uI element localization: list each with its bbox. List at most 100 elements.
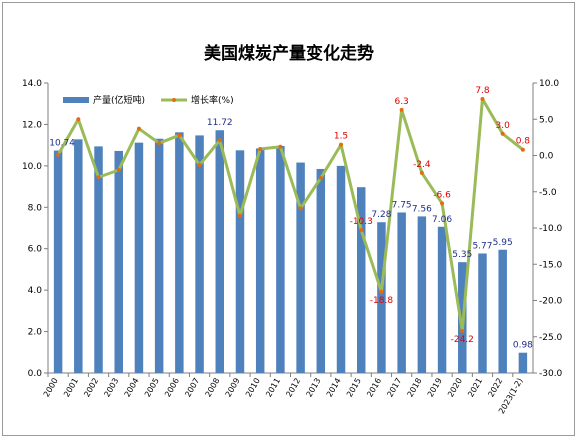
bar: [377, 222, 386, 373]
bar-data-label: 7.28: [371, 210, 391, 220]
bar-data-label: 10.74: [49, 139, 75, 149]
bar-data-label: 0.98: [513, 341, 533, 351]
left-tick-label: 12.0: [22, 120, 42, 130]
bar: [235, 150, 245, 373]
x-tick-label: 2011: [264, 377, 282, 399]
line-point: [76, 117, 81, 122]
line-point: [419, 170, 424, 175]
bar-data-label: 7.56: [412, 204, 432, 214]
x-tick-label: 2005: [143, 377, 161, 399]
x-tick-label: 2016: [365, 377, 383, 399]
bar: [417, 216, 427, 373]
bar: [316, 168, 326, 373]
line-data-label: 0.8: [516, 137, 531, 147]
legend-bar-label: 产量(亿短吨): [93, 94, 145, 106]
legend-line-marker: [172, 98, 176, 102]
bar-data-label: 7.75: [392, 200, 412, 210]
right-tick-label: 5.0: [539, 115, 554, 125]
line-point: [217, 138, 222, 143]
x-tick-label: 2003: [102, 377, 120, 399]
bar: [215, 130, 225, 373]
x-tick-label: 2013: [305, 377, 323, 399]
x-tick-label: 2001: [62, 377, 80, 399]
line-series: [56, 96, 525, 333]
bar: [195, 135, 204, 373]
bar-data-label: 5.95: [493, 238, 513, 248]
line-data-label: 3.0: [496, 121, 511, 131]
line-point: [339, 142, 344, 147]
bar-data-label: 11.72: [207, 118, 233, 128]
right-tick-label: -30.0: [539, 369, 563, 379]
data-labels: 10.74 11.72 7.287.75 7.567.06 5.355.77 5.95 0.…: [49, 86, 533, 351]
line-point: [157, 141, 162, 146]
line-data-label: -18.8: [370, 296, 394, 306]
left-tick-label: 0.0: [28, 369, 43, 379]
left-tick-label: 14.0: [22, 79, 42, 89]
x-tick-label: 2010: [244, 377, 262, 399]
line-point: [56, 152, 61, 157]
bar: [74, 139, 83, 373]
bar: [437, 226, 447, 373]
chart-title: 美国煤炭产量变化走势: [204, 43, 374, 64]
line-point: [318, 175, 323, 180]
x-tick-label: 2008: [204, 377, 222, 399]
bar: [518, 352, 528, 373]
x-tick-label: 2019: [426, 377, 444, 399]
right-tick-label: -5.0: [539, 188, 557, 198]
line-point: [278, 144, 283, 149]
x-tick-label: 2012: [284, 377, 302, 399]
x-tick-label: 2004: [123, 377, 141, 399]
x-tick-label: 2022: [486, 377, 504, 399]
x-tick-label: 2006: [163, 377, 181, 399]
bar-series: [53, 130, 528, 373]
legend-bar-swatch: [63, 97, 89, 103]
growth-line: [56, 97, 524, 333]
line-data-label: 7.8: [475, 86, 490, 96]
x-tick-label: 2002: [82, 377, 100, 399]
bar: [114, 150, 123, 373]
bar: [255, 148, 265, 373]
x-tick-label: 2009: [224, 377, 242, 399]
bar: [94, 146, 103, 373]
x-tick-label: 2000: [42, 377, 60, 399]
legend: 产量(亿短吨) 增长率(%): [63, 94, 234, 106]
line-data-label: -10.3: [350, 217, 373, 227]
line-point: [520, 147, 525, 152]
x-tick-label: 2014: [325, 377, 343, 399]
bar: [356, 187, 366, 373]
x-tick-label: 2021: [466, 377, 484, 399]
line-point: [116, 168, 121, 172]
left-tick-label: 4.0: [28, 286, 43, 296]
line-point: [136, 126, 141, 131]
line-point: [460, 328, 465, 333]
left-tick-label: 6.0: [28, 245, 43, 255]
line-data-label: -2.4: [413, 160, 431, 170]
left-tick-label: 8.0: [28, 203, 43, 213]
line-point: [440, 201, 445, 206]
line-point: [379, 289, 384, 294]
line-point: [399, 107, 404, 112]
right-tick-label: -25.0: [539, 333, 563, 343]
line-point: [177, 133, 182, 138]
line-point: [298, 206, 303, 211]
line-data-label: 1.5: [334, 132, 348, 142]
x-tick-label: 2020: [446, 377, 464, 399]
x-tick-label: 2018: [406, 377, 424, 399]
chart-frame: 美国煤炭产量变化走势 产量(亿短吨) 增长率(%) 0.0 2.0 4.0 6.0 8.…: [2, 2, 575, 436]
right-tick-label: 0.0: [539, 152, 554, 162]
legend-line-label: 增长率(%): [191, 94, 234, 106]
x-tick-label: 2007: [183, 377, 201, 399]
line-data-label: -24.2: [451, 335, 474, 345]
bar-data-label: 5.77: [472, 241, 492, 251]
right-tick-label: -20.0: [539, 297, 563, 307]
left-tick-label: 2.0: [28, 328, 43, 338]
bar: [336, 165, 346, 373]
line-data-label: 6.3: [394, 97, 408, 107]
bar: [154, 138, 164, 373]
chart-svg: 美国煤炭产量变化走势 产量(亿短吨) 增长率(%) 0.0 2.0 4.0 6.0 8.…: [22, 43, 563, 415]
line-point: [258, 146, 263, 151]
line-point: [500, 131, 505, 136]
x-tick-label: 2015: [345, 377, 363, 399]
bar: [53, 150, 63, 373]
bar-data-label: 5.35: [452, 250, 472, 260]
